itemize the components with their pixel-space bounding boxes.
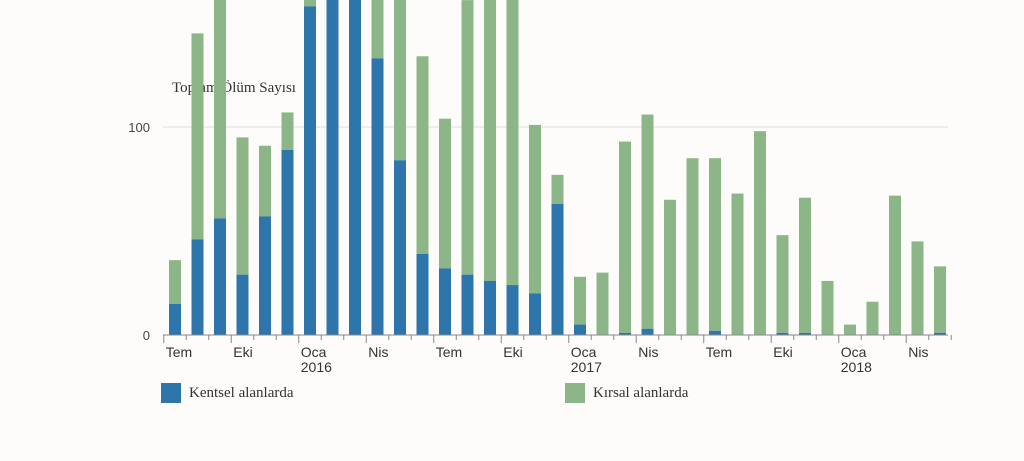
x-tick-label: Oca <box>571 344 597 360</box>
x-tick-label: Tem <box>706 344 732 360</box>
bar-rural <box>416 56 429 254</box>
bar-rural <box>889 195 901 335</box>
bar-rural <box>776 235 789 333</box>
x-tick-label: Nis <box>368 344 388 360</box>
bar-urban <box>326 0 339 336</box>
bar-urban <box>461 274 474 335</box>
bar-rural <box>304 0 316 7</box>
x-tick-label: Tem <box>436 344 462 360</box>
legend-label-rural: Kırsal alanlarda <box>593 384 689 401</box>
bar-urban <box>304 6 316 336</box>
y-axis-title: Toplam Ölüm Sayısı <box>172 79 296 96</box>
bar-rural <box>664 199 676 335</box>
x-tick-label: Nis <box>638 344 658 360</box>
bar-rural <box>844 324 856 335</box>
bar-urban <box>371 58 384 336</box>
bar-rural <box>866 301 879 335</box>
bar-rural <box>394 0 406 161</box>
bar-rural <box>529 124 541 294</box>
bars <box>169 0 946 336</box>
bar-rural <box>551 174 564 204</box>
bar-rural <box>686 158 699 335</box>
bar-rural <box>641 114 654 329</box>
legend-item-urban: Kentsel alanlarda <box>161 383 294 403</box>
bar-urban <box>191 239 204 335</box>
bar-urban <box>394 160 406 335</box>
legend-swatch-urban <box>161 383 181 403</box>
x-tick-label: Tem <box>166 344 192 360</box>
bar-rural <box>799 197 811 333</box>
bar-rural <box>821 280 834 335</box>
y-tick-label: 100 <box>128 120 150 135</box>
bar-urban <box>349 0 361 336</box>
bar-urban <box>236 274 249 335</box>
bar-rural <box>259 145 271 217</box>
y-tick-label: 0 <box>143 328 150 343</box>
bar-urban <box>169 303 181 335</box>
x-tick-label: Oca <box>301 344 327 360</box>
x-tick-label: Nis <box>908 344 928 360</box>
bar-urban <box>416 253 429 335</box>
gridlines <box>163 126 948 128</box>
bar-urban <box>529 293 541 335</box>
bar-rural <box>574 276 586 325</box>
bar-rural <box>911 241 924 335</box>
x-tick-year: 2016 <box>301 359 332 375</box>
bar-rural <box>371 0 384 59</box>
x-tick-label: Oca <box>841 344 867 360</box>
bar-urban <box>934 332 946 335</box>
bar-urban <box>776 332 789 335</box>
bar-rural <box>461 0 474 275</box>
bar-urban <box>259 216 271 335</box>
bar-rural <box>214 0 226 219</box>
bar-urban <box>641 328 654 335</box>
bar-urban <box>214 218 226 335</box>
y-axis-ticks: 0100200 <box>128 120 150 343</box>
legend-swatch-rural <box>565 383 585 403</box>
bar-urban <box>709 330 721 335</box>
bar-urban <box>619 332 631 335</box>
bar-rural <box>754 131 766 335</box>
bar-rural <box>709 158 721 331</box>
bar-rural <box>281 112 294 150</box>
bar-rural <box>484 0 496 281</box>
bar-urban <box>439 268 451 335</box>
bar-rural <box>934 266 946 333</box>
bar-rural <box>619 141 631 333</box>
x-tick-label: Eki <box>503 344 522 360</box>
bar-rural <box>596 272 609 335</box>
x-tick-label: Eki <box>233 344 252 360</box>
bar-urban <box>281 149 294 335</box>
bar-urban <box>484 280 496 335</box>
bar-rural <box>731 193 744 335</box>
bar-rural <box>506 0 519 286</box>
bar-rural <box>191 33 204 240</box>
bar-urban <box>574 324 586 335</box>
x-tick-year: 2018 <box>841 359 872 375</box>
bar-rural <box>439 118 451 269</box>
bar-rural <box>236 137 249 275</box>
bar-rural <box>169 260 181 304</box>
x-tick-label: Eki <box>773 344 792 360</box>
legend-label-urban: Kentsel alanlarda <box>189 384 294 401</box>
x-tick-year: 2017 <box>571 359 602 375</box>
bar-urban <box>506 285 519 335</box>
bar-urban <box>799 332 811 335</box>
bar-urban <box>551 203 564 335</box>
legend-item-rural: Kırsal alanlarda <box>565 383 688 403</box>
